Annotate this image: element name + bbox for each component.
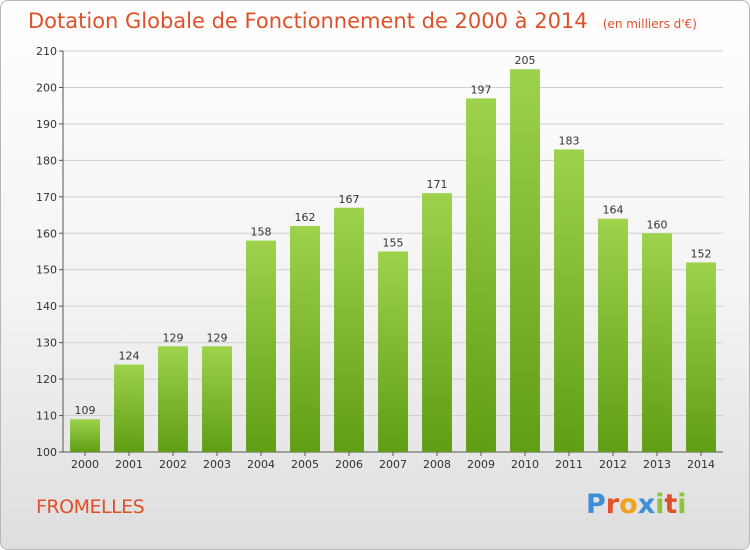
x-tick-label: 2005 (291, 458, 319, 471)
logo-letter: o (619, 489, 638, 520)
chart-title: Dotation Globale de Fonctionnement de 20… (28, 9, 588, 33)
y-tick-label: 210 (36, 45, 57, 58)
labels: 100 110 120 130 140 150 160 170 180 190 200 210 109 2… (36, 45, 715, 471)
y-tick-label: 170 (36, 191, 57, 204)
y-tick-label: 190 (36, 118, 57, 131)
bar (158, 346, 188, 452)
y-tick-label: 150 (36, 264, 57, 277)
value-label: 171 (427, 178, 448, 191)
bar (334, 207, 364, 452)
x-tick-label: 2002 (159, 458, 187, 471)
proxiti-logo[interactable]: Proxiti (586, 489, 687, 520)
value-label: 167 (339, 193, 360, 206)
logo-letter: r (605, 489, 620, 520)
y-tick-label: 130 (36, 337, 57, 350)
x-tick-label: 2008 (423, 458, 451, 471)
bar (642, 233, 672, 452)
chart-title-row: Dotation Globale de Fonctionnement de 20… (28, 9, 697, 33)
x-tick-label: 2000 (71, 458, 99, 471)
y-tick-label: 100 (36, 446, 57, 459)
x-tick-label: 2012 (599, 458, 627, 471)
x-tick-label: 2009 (467, 458, 495, 471)
value-label: 162 (295, 211, 316, 224)
value-label: 158 (251, 226, 272, 239)
bar (114, 364, 144, 452)
bar (378, 251, 408, 452)
bar (686, 262, 716, 452)
x-tick-label: 2011 (555, 458, 583, 471)
y-tick-label: 140 (36, 300, 57, 313)
bar (466, 98, 496, 453)
y-tick-label: 120 (36, 373, 57, 386)
value-label: 129 (207, 331, 228, 344)
value-label: 197 (471, 83, 492, 96)
bar (70, 419, 100, 452)
x-tick-label: 2001 (115, 458, 143, 471)
bars (70, 69, 716, 453)
value-label: 155 (383, 237, 404, 250)
value-label: 205 (515, 54, 536, 67)
logo-letter: i (677, 489, 687, 520)
x-tick-label: 2006 (335, 458, 363, 471)
x-tick-label: 2003 (203, 458, 231, 471)
bar (246, 240, 276, 452)
logo-letter: x (637, 489, 656, 520)
x-tick-label: 2004 (247, 458, 275, 471)
bar (202, 346, 232, 452)
x-tick-label: 2013 (643, 458, 671, 471)
unit-note: (en milliers d'€) (602, 17, 697, 31)
value-label: 164 (603, 204, 624, 217)
bar (554, 149, 584, 452)
logo-letter: P (586, 489, 606, 520)
value-label: 109 (75, 404, 96, 417)
value-label: 129 (163, 331, 184, 344)
bar (510, 69, 540, 453)
x-tick-label: 2014 (687, 458, 715, 471)
logo-letter: i (655, 489, 665, 520)
value-label: 183 (559, 134, 580, 147)
x-tick-label: 2010 (511, 458, 539, 471)
value-label: 160 (647, 218, 668, 231)
value-label: 152 (691, 247, 712, 260)
y-tick-label: 200 (36, 81, 57, 94)
y-tick-label: 110 (36, 410, 57, 423)
bar (598, 218, 628, 452)
bar (290, 225, 320, 452)
y-tick-label: 180 (36, 154, 57, 167)
commune-name: FROMELLES (36, 496, 145, 518)
bar (422, 193, 452, 452)
value-label: 124 (119, 350, 140, 363)
logo-letter: t (664, 489, 678, 520)
x-tick-label: 2007 (379, 458, 407, 471)
y-tick-label: 160 (36, 227, 57, 240)
